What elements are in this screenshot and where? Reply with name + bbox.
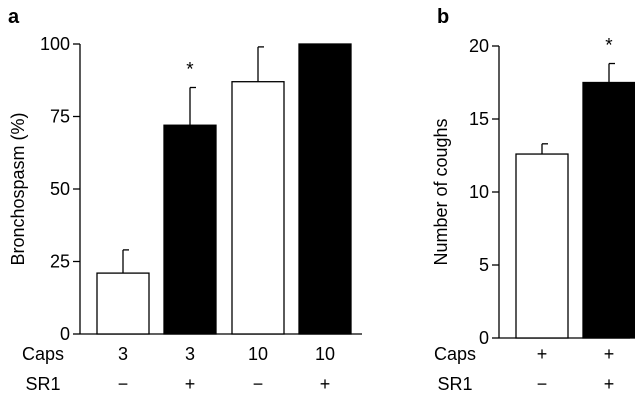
panel-b-caps-value: + bbox=[537, 344, 548, 364]
panel-a-sr1-value: + bbox=[320, 374, 331, 394]
panel-a-caps-value: 3 bbox=[185, 344, 195, 364]
panel-a-sr1-value: − bbox=[253, 374, 264, 394]
panel-a-sr1-value: + bbox=[185, 374, 196, 394]
panel-a-y-tick-label: 100 bbox=[40, 34, 70, 54]
panel-a-row-label-caps: Caps bbox=[22, 344, 64, 364]
panel-a-caps-value: 10 bbox=[315, 344, 335, 364]
panel-b-y-tick-label: 5 bbox=[479, 255, 489, 275]
panel-b-label: b bbox=[437, 6, 449, 28]
panel-b-y-tick-label: 0 bbox=[479, 328, 489, 348]
panel-b-sr1-value: − bbox=[537, 374, 548, 394]
panel-a-bar bbox=[163, 124, 217, 335]
panel-b-significance-marker: * bbox=[605, 36, 613, 57]
panel-b-caps-value: + bbox=[604, 344, 615, 364]
panel-b-sr1-value: + bbox=[604, 374, 615, 394]
panel-a-y-tick-label: 50 bbox=[50, 179, 70, 199]
panel-a-caps-value: 10 bbox=[248, 344, 268, 364]
panel-b-y-axis-title: Number of coughs bbox=[431, 118, 451, 265]
panel-a-bar bbox=[96, 272, 150, 335]
panel-b-row-label-caps: Caps bbox=[434, 344, 476, 364]
panel-b-y-tick-label: 10 bbox=[469, 182, 489, 202]
panel-a-bar bbox=[298, 43, 352, 335]
panel-b-row-label-sr1: SR1 bbox=[437, 374, 472, 394]
panel-b-bar bbox=[582, 81, 635, 339]
panel-a-sr1-value: − bbox=[118, 374, 129, 394]
panel-b-y-tick-label: 20 bbox=[469, 36, 489, 56]
panel-b-bar bbox=[515, 153, 569, 339]
panel-a-y-axis-title: Bronchospasm (%) bbox=[8, 112, 28, 265]
panel-a-label: a bbox=[8, 6, 20, 28]
panel-a-y-tick-label: 0 bbox=[60, 324, 70, 344]
panel-a-row-label-sr1: SR1 bbox=[25, 374, 60, 394]
panel-a-y-tick-label: 25 bbox=[50, 252, 70, 272]
panel-a-bar bbox=[231, 81, 285, 335]
panel-a-caps-value: 3 bbox=[118, 344, 128, 364]
panel-a-significance-marker: * bbox=[186, 60, 194, 81]
panel-b-y-tick-label: 15 bbox=[469, 109, 489, 129]
panel-a-y-tick-label: 75 bbox=[50, 107, 70, 127]
